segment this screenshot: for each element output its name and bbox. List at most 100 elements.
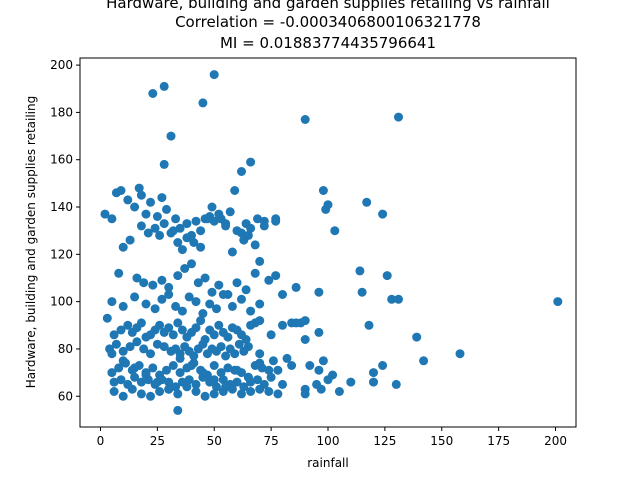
data-point xyxy=(116,325,126,335)
data-point xyxy=(152,339,162,349)
data-point xyxy=(230,186,240,195)
data-point xyxy=(237,167,246,176)
y-axis-label: Hardware, building and garden supplies r… xyxy=(24,96,38,389)
data-point xyxy=(116,375,126,385)
y-tick-label: 180 xyxy=(50,105,73,119)
data-point xyxy=(209,70,219,80)
data-point xyxy=(175,223,185,233)
data-point xyxy=(216,342,226,352)
data-point xyxy=(218,290,228,299)
data-point xyxy=(234,339,244,349)
data-point xyxy=(264,387,274,396)
data-point xyxy=(168,361,178,370)
data-point xyxy=(136,318,146,328)
data-point xyxy=(143,228,153,238)
data-point xyxy=(157,294,167,304)
data-point xyxy=(291,282,301,292)
y-tick-label: 160 xyxy=(50,153,73,167)
x-tick-label: 100 xyxy=(317,434,340,448)
data-point xyxy=(250,268,260,278)
data-point xyxy=(118,356,128,366)
data-point xyxy=(164,282,174,292)
data-point xyxy=(205,299,215,309)
data-point xyxy=(193,278,203,288)
data-point xyxy=(321,204,331,214)
data-point xyxy=(246,157,256,167)
data-point xyxy=(364,320,374,330)
data-point xyxy=(173,238,183,247)
data-point xyxy=(334,387,344,396)
data-point xyxy=(253,375,262,385)
data-point xyxy=(273,389,283,399)
data-point xyxy=(255,349,265,359)
x-tick-label: 175 xyxy=(487,434,510,448)
data-point xyxy=(118,346,128,356)
data-point xyxy=(223,332,233,342)
data-point xyxy=(355,266,365,276)
data-point xyxy=(287,361,297,370)
data-point xyxy=(412,332,422,342)
data-point xyxy=(182,233,192,243)
data-point xyxy=(232,365,242,375)
data-point xyxy=(221,382,231,392)
data-point xyxy=(187,259,196,269)
data-point xyxy=(214,320,224,330)
data-point xyxy=(221,221,231,231)
data-point xyxy=(162,365,171,375)
data-point xyxy=(146,349,155,359)
data-point xyxy=(184,292,194,302)
data-point xyxy=(202,214,212,224)
data-point xyxy=(164,290,174,299)
data-point xyxy=(300,115,310,124)
data-point xyxy=(116,186,126,195)
data-point xyxy=(243,372,253,382)
data-point xyxy=(148,280,158,290)
data-point xyxy=(130,372,140,382)
y-tick-label: 100 xyxy=(50,295,73,309)
data-point xyxy=(125,342,135,352)
data-point xyxy=(141,370,151,380)
data-point xyxy=(227,301,237,311)
data-point xyxy=(212,382,221,392)
x-tick-label: 50 xyxy=(207,434,222,448)
data-point xyxy=(346,377,356,387)
data-point xyxy=(127,384,137,394)
y-tick-label: 200 xyxy=(50,58,73,72)
data-point xyxy=(419,356,429,366)
x-axis-label: rainfall xyxy=(307,456,348,470)
data-point xyxy=(369,377,378,387)
data-point xyxy=(184,375,194,385)
data-point xyxy=(264,275,274,285)
data-point xyxy=(259,221,269,231)
data-point xyxy=(230,349,240,359)
data-point xyxy=(168,330,178,340)
data-point xyxy=(196,226,206,236)
data-point xyxy=(157,193,167,203)
data-point xyxy=(148,89,158,98)
y-tick-label: 60 xyxy=(58,389,73,403)
data-point xyxy=(237,294,246,304)
data-point xyxy=(182,382,192,392)
data-point xyxy=(136,389,146,399)
data-point xyxy=(246,306,256,316)
plot-area-frame xyxy=(79,57,577,428)
data-point xyxy=(152,212,162,221)
data-point xyxy=(136,190,146,200)
data-point xyxy=(173,271,183,281)
data-point xyxy=(123,195,133,205)
chart-title-line-3: MI = 0.01883774435796641 xyxy=(220,34,436,52)
data-point xyxy=(318,186,328,195)
data-point xyxy=(232,226,242,236)
data-point xyxy=(246,223,256,233)
data-point xyxy=(123,320,133,330)
data-point xyxy=(155,387,165,396)
data-point xyxy=(357,287,367,297)
data-point xyxy=(191,323,201,333)
data-point xyxy=(148,363,158,373)
chart-title: Hardware, building and garden supplies r… xyxy=(106,0,550,52)
data-point xyxy=(268,356,278,366)
data-point xyxy=(171,382,181,392)
data-point xyxy=(118,301,128,311)
data-point xyxy=(159,159,169,169)
data-point xyxy=(316,384,326,394)
